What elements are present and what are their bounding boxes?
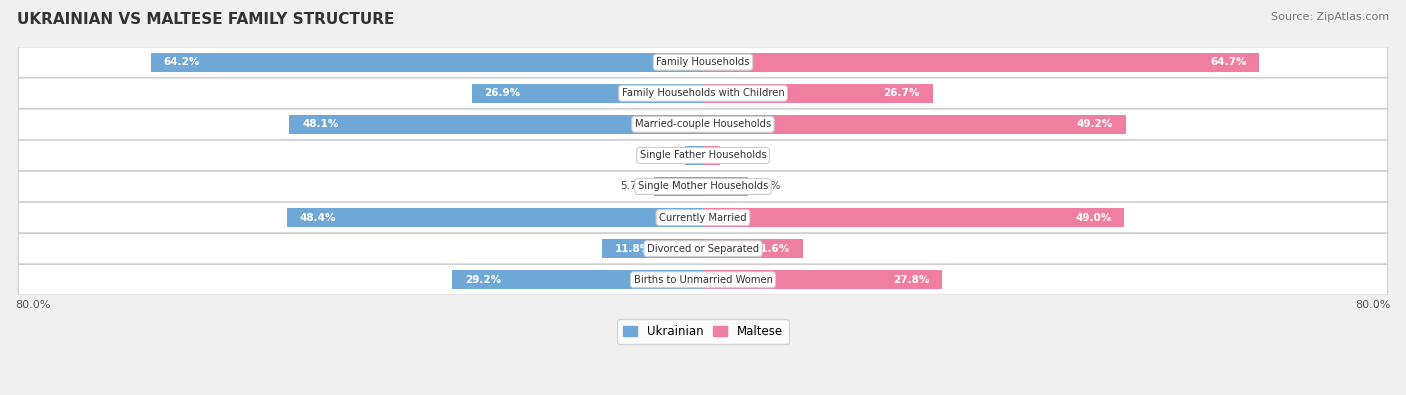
Text: 49.2%: 49.2%: [1077, 119, 1114, 129]
Text: 80.0%: 80.0%: [1355, 300, 1391, 310]
Text: UKRAINIAN VS MALTESE FAMILY STRUCTURE: UKRAINIAN VS MALTESE FAMILY STRUCTURE: [17, 12, 394, 27]
Bar: [703, 84, 932, 103]
Text: 5.2%: 5.2%: [755, 181, 782, 192]
Text: 11.6%: 11.6%: [754, 244, 790, 254]
Text: 27.8%: 27.8%: [893, 275, 929, 285]
Text: 64.2%: 64.2%: [163, 57, 200, 67]
Text: 29.2%: 29.2%: [465, 275, 501, 285]
Bar: [602, 239, 703, 258]
Text: Currently Married: Currently Married: [659, 213, 747, 222]
Legend: Ukrainian, Maltese: Ukrainian, Maltese: [617, 319, 789, 344]
Text: Single Mother Households: Single Mother Households: [638, 181, 768, 192]
Bar: [287, 208, 703, 227]
FancyBboxPatch shape: [18, 78, 1388, 109]
FancyBboxPatch shape: [18, 47, 1388, 77]
Text: 49.0%: 49.0%: [1076, 213, 1112, 222]
Text: 64.7%: 64.7%: [1211, 57, 1247, 67]
FancyBboxPatch shape: [18, 233, 1388, 264]
FancyBboxPatch shape: [18, 109, 1388, 139]
FancyBboxPatch shape: [18, 265, 1388, 295]
Text: Family Households with Children: Family Households with Children: [621, 88, 785, 98]
Bar: [685, 146, 703, 165]
Bar: [703, 239, 803, 258]
Text: Family Households: Family Households: [657, 57, 749, 67]
Text: Married-couple Households: Married-couple Households: [636, 119, 770, 129]
Text: 11.8%: 11.8%: [614, 244, 651, 254]
Bar: [703, 53, 1260, 72]
Bar: [703, 115, 1126, 134]
FancyBboxPatch shape: [18, 202, 1388, 233]
Text: 2.1%: 2.1%: [651, 150, 678, 160]
Text: 26.7%: 26.7%: [883, 88, 920, 98]
Bar: [150, 53, 703, 72]
FancyBboxPatch shape: [18, 140, 1388, 171]
Text: 2.0%: 2.0%: [727, 150, 754, 160]
Bar: [654, 177, 703, 196]
Text: Divorced or Separated: Divorced or Separated: [647, 244, 759, 254]
Bar: [703, 208, 1125, 227]
Text: 48.4%: 48.4%: [299, 213, 336, 222]
Text: 5.7%: 5.7%: [620, 181, 647, 192]
Bar: [703, 177, 748, 196]
Text: 48.1%: 48.1%: [302, 119, 339, 129]
Text: 26.9%: 26.9%: [485, 88, 520, 98]
Text: 80.0%: 80.0%: [15, 300, 51, 310]
Bar: [471, 84, 703, 103]
FancyBboxPatch shape: [18, 171, 1388, 202]
Text: Source: ZipAtlas.com: Source: ZipAtlas.com: [1271, 12, 1389, 22]
Bar: [290, 115, 703, 134]
Bar: [703, 270, 942, 290]
Bar: [703, 146, 720, 165]
Text: Births to Unmarried Women: Births to Unmarried Women: [634, 275, 772, 285]
Text: Single Father Households: Single Father Households: [640, 150, 766, 160]
Bar: [451, 270, 703, 290]
